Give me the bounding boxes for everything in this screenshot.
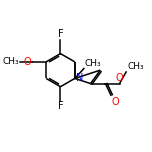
Text: F: F <box>58 101 63 111</box>
Text: O: O <box>116 73 123 83</box>
Text: CH₃: CH₃ <box>3 57 19 66</box>
Text: O: O <box>24 57 32 67</box>
Text: CH₃: CH₃ <box>127 62 144 71</box>
Text: O: O <box>112 97 119 107</box>
Text: N: N <box>76 73 83 83</box>
Text: F: F <box>58 29 63 39</box>
Text: CH₃: CH₃ <box>85 59 102 68</box>
